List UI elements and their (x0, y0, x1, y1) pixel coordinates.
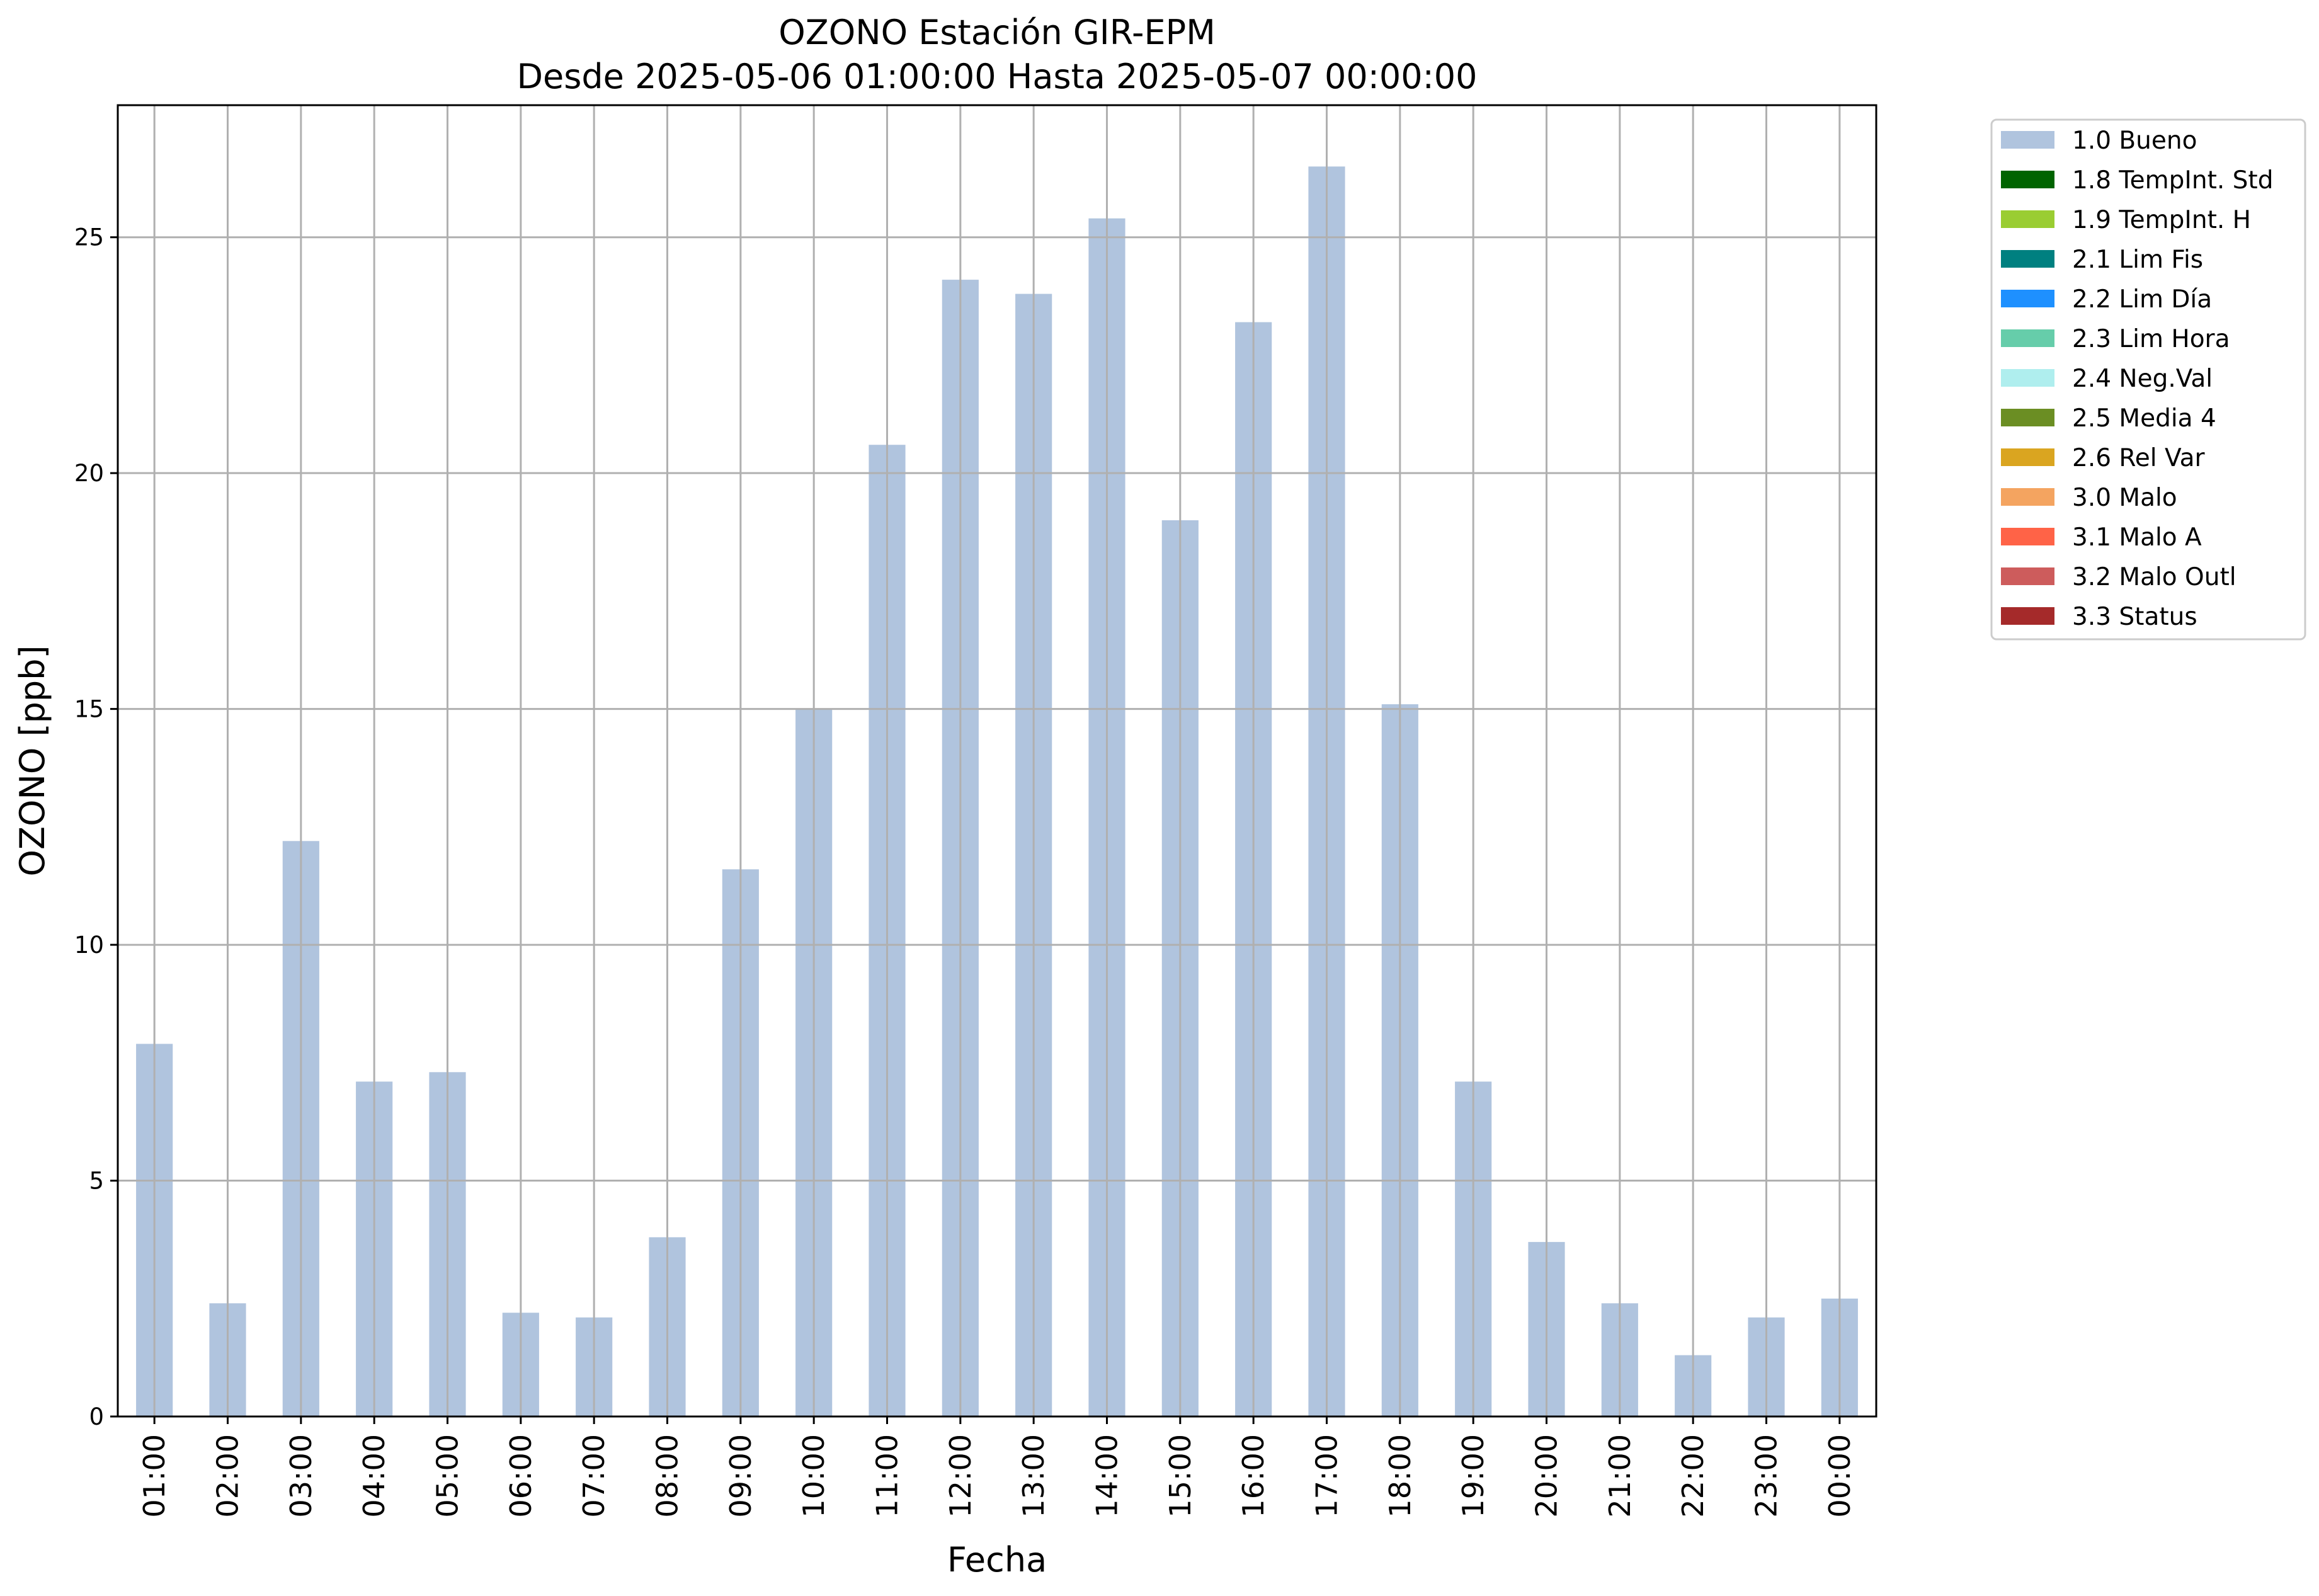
legend-label: 3.1 Malo A (2072, 523, 2202, 552)
x-tick-label: 20:00 (1530, 1434, 1564, 1518)
legend-swatch (2001, 250, 2054, 268)
legend-label: 3.2 Malo Outl (2072, 563, 2236, 591)
x-tick-label: 15:00 (1163, 1434, 1197, 1518)
y-tick-label: 5 (89, 1168, 104, 1195)
y-tick-label: 25 (74, 224, 104, 251)
plot-frame (117, 104, 1877, 1418)
legend-label: 3.3 Status (2072, 603, 2197, 631)
x-tick-label: 18:00 (1383, 1434, 1417, 1518)
legend: 1.0 Bueno 1.8 TempInt. Std 1.9 TempInt. H 2… (1990, 118, 2306, 641)
x-tick-label: 04:00 (357, 1434, 391, 1518)
legend-swatch (2001, 528, 2054, 545)
y-axis-label: OZONO [ppb] (13, 645, 52, 876)
x-tick-label: 16:00 (1236, 1434, 1270, 1518)
y-axis-ticks: 0 5 10 15 20 25 (74, 224, 118, 1430)
legend-label: 2.1 Lim Fis (2072, 246, 2203, 274)
legend-label: 2.3 Lim Hora (2072, 325, 2230, 353)
x-tick-label: 23:00 (1750, 1434, 1784, 1518)
x-axis-label: Fecha (947, 1540, 1047, 1580)
legend-label: 3.0 Malo (2072, 484, 2177, 512)
legend-swatch (2001, 290, 2054, 307)
x-tick-label: 19:00 (1456, 1434, 1490, 1518)
x-tick-label: 17:00 (1310, 1434, 1344, 1518)
chart-title: OZONO Estación GIR-EPM (778, 13, 1216, 52)
x-tick-label: 10:00 (797, 1434, 831, 1518)
x-tick-label: 12:00 (943, 1434, 977, 1518)
legend-label: 2.2 Lim Día (2072, 285, 2212, 314)
legend-swatch (2001, 210, 2054, 228)
x-tick-label: 06:00 (504, 1434, 538, 1518)
legend-swatch (2001, 329, 2054, 347)
bars (136, 166, 1858, 1417)
x-tick-label: 03:00 (284, 1434, 318, 1518)
x-tick-label: 05:00 (431, 1434, 465, 1518)
legend-label: 2.4 Neg.Val (2072, 365, 2213, 393)
legend-swatch (2001, 171, 2054, 188)
y-tick-label: 10 (74, 932, 104, 959)
y-tick-label: 15 (74, 696, 104, 723)
chart-subtitle: Desde 2025-05-06 01:00:00 Hasta 2025-05-… (516, 57, 1477, 96)
x-tick-label: 21:00 (1603, 1434, 1637, 1518)
legend-label: 1.9 TempInt. H (2072, 206, 2251, 234)
legend-label: 2.6 Rel Var (2072, 444, 2206, 472)
legend-swatch (2001, 369, 2054, 387)
legend-swatch (2001, 607, 2054, 625)
x-tick-label: 11:00 (870, 1434, 904, 1518)
legend-swatch (2001, 567, 2054, 585)
x-axis-ticks: 01:00 02:00 03:00 04:00 05:00 06:00 07:00 08:00… (137, 1416, 1857, 1518)
legend-swatch (2001, 131, 2054, 149)
legend-label: 1.8 TempInt. Std (2072, 166, 2273, 195)
legend-swatch (2001, 448, 2054, 466)
x-tick-label: 22:00 (1676, 1434, 1710, 1518)
x-tick-label: 14:00 (1090, 1434, 1124, 1518)
x-tick-label: 13:00 (1017, 1434, 1051, 1518)
x-tick-label: 09:00 (724, 1434, 758, 1518)
legend-swatch (2001, 409, 2054, 426)
legend-swatch (2001, 488, 2054, 506)
x-tick-label: 08:00 (651, 1434, 685, 1518)
x-tick-label: 00:00 (1823, 1434, 1857, 1518)
x-tick-label: 02:00 (211, 1434, 245, 1518)
x-tick-label: 01:00 (137, 1434, 171, 1518)
y-tick-label: 20 (74, 460, 104, 487)
legend-box (1990, 118, 2306, 641)
legend-label: 2.5 Media 4 (2072, 404, 2216, 433)
x-tick-label: 07:00 (577, 1434, 611, 1518)
y-tick-label: 0 (89, 1403, 104, 1430)
legend-label: 1.0 Bueno (2072, 127, 2197, 155)
